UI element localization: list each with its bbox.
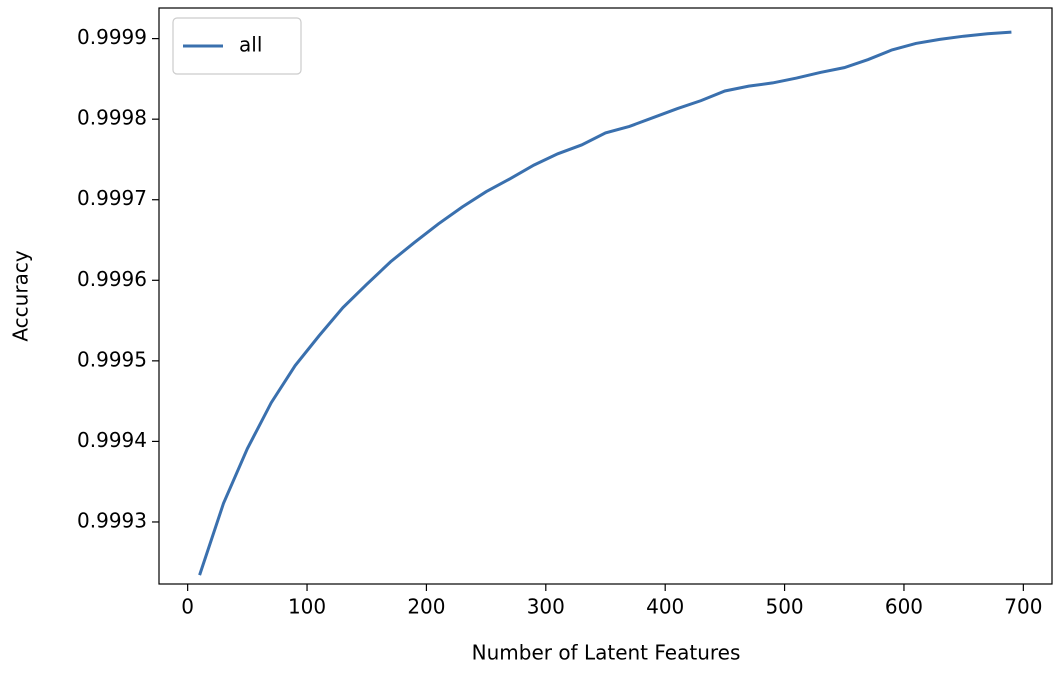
x-tick-label: 300 [527,595,565,619]
y-tick-label: 0.9997 [77,186,147,210]
y-tick-label: 0.9996 [77,267,147,291]
x-tick-label: 600 [885,595,923,619]
x-tick-label: 200 [407,595,445,619]
y-tick-label: 0.9994 [77,428,147,452]
y-tick-label: 0.9993 [77,508,147,532]
x-tick-label: 100 [288,595,326,619]
y-tick-label: 0.9998 [77,106,147,130]
y-tick-label: 0.9999 [77,25,147,49]
plot-frame [158,7,1053,585]
x-tick-label: 0 [181,595,194,619]
y-axis-label: Accuracy [9,250,33,341]
x-tick-label: 500 [765,595,803,619]
x-tick-label: 400 [646,595,684,619]
line [198,30,1012,576]
legend-label: all [239,33,262,57]
legend-box [172,17,302,75]
y-tick-label: 0.9995 [77,347,147,371]
x-tick-label: 700 [1004,595,1042,619]
x-axis-label: Number of Latent Features [472,641,741,665]
